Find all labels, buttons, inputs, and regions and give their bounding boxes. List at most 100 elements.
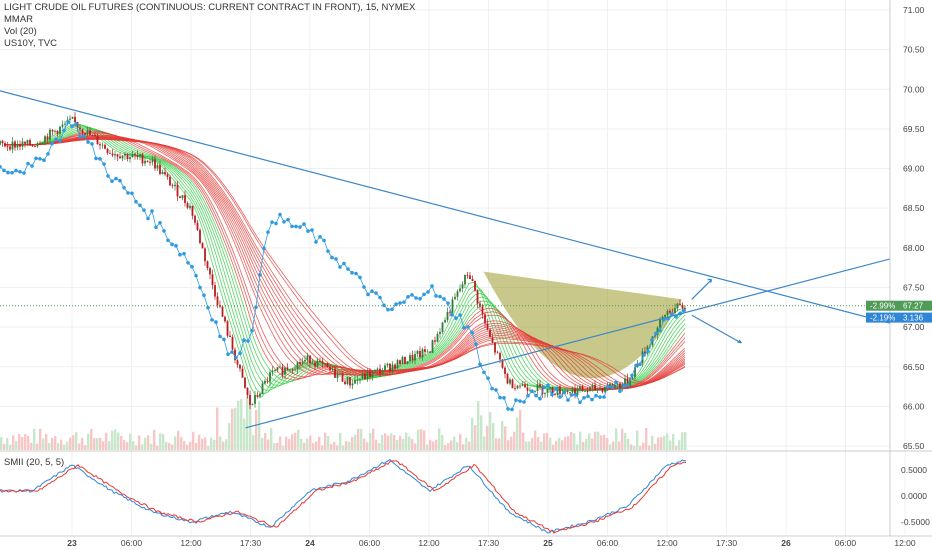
volume-bar [195, 443, 198, 450]
price-tick-label: 65.50 [903, 441, 925, 451]
candle [279, 366, 281, 368]
legend-us10y[interactable]: US10Y, TVC [4, 38, 57, 49]
candle [604, 386, 606, 392]
candle [204, 248, 206, 262]
volume-bar [525, 441, 528, 450]
volume-bar [303, 442, 306, 450]
volume-bar [174, 436, 177, 450]
candle [346, 377, 349, 384]
candle [521, 384, 524, 386]
volume-bar [351, 437, 354, 450]
candle [56, 130, 59, 134]
candle [616, 383, 619, 386]
arrow-up [691, 278, 713, 300]
volume-bar [615, 428, 618, 450]
volume-bar [645, 428, 648, 450]
price-tick-label: 70.50 [903, 45, 925, 55]
volume-bar [345, 440, 348, 450]
volume-bar [663, 435, 666, 450]
candle [224, 316, 226, 322]
candle [439, 331, 441, 334]
candle [229, 335, 231, 337]
volume-bar [681, 432, 684, 450]
volume-bar [171, 444, 174, 450]
candle [326, 363, 329, 368]
volume-bar [273, 443, 276, 450]
volume-bar [558, 437, 561, 450]
price-axis: 71.00 70.50 70.00 69.50 69.00 68.50 68.00 67.50… [903, 5, 925, 451]
candle [579, 386, 581, 390]
candle [526, 387, 529, 391]
volume-bar [423, 430, 426, 450]
candle [609, 383, 611, 389]
candle [96, 136, 99, 145]
volume-bar [444, 445, 447, 450]
volume-bar [336, 445, 339, 450]
volume-bar [435, 439, 438, 450]
volume-bar [528, 441, 531, 450]
candle [16, 144, 19, 148]
candle [571, 388, 574, 393]
volume-bar [318, 436, 321, 450]
volume-bar [588, 433, 591, 450]
candle [624, 378, 626, 385]
volume-bar [441, 434, 444, 450]
candle [596, 389, 599, 391]
candle [559, 386, 561, 394]
candle [586, 391, 589, 392]
candle [289, 369, 291, 371]
volume-bar [240, 399, 243, 450]
volume-bar [405, 432, 408, 450]
time-tick-label: 06:00 [359, 538, 381, 548]
candle [144, 160, 146, 164]
volume-bar [144, 437, 147, 450]
legend-symbol-title[interactable]: LIGHT CRUDE OIL FUTURES (CONTINUOUS: CUR… [4, 2, 416, 13]
us10y-line [0, 121, 685, 410]
candle [426, 351, 429, 353]
time-tick-label: 23 [67, 538, 77, 548]
candle [406, 361, 409, 364]
candle [21, 141, 24, 147]
volume-bar [513, 431, 516, 450]
volume-bar [66, 441, 69, 450]
legend-mmar[interactable]: MMAR [4, 14, 34, 25]
candle [339, 373, 341, 375]
candle [156, 165, 159, 169]
price-badge-bg [866, 300, 932, 311]
candle [199, 229, 201, 243]
us10y-overlay [0, 120, 686, 412]
smii-legend[interactable]: SMII (20, 5, 5) [4, 457, 65, 468]
candle [114, 154, 116, 156]
candle [186, 202, 189, 208]
candle [481, 306, 484, 315]
candle [254, 395, 256, 404]
volume-bar [363, 438, 366, 450]
candle [486, 323, 489, 330]
volume-bar [483, 436, 486, 450]
candle [161, 172, 164, 175]
volume-bar [9, 444, 12, 450]
candle [394, 364, 396, 369]
candle [84, 133, 86, 135]
candle [181, 195, 184, 199]
volume-bar [93, 438, 96, 450]
volume-bar [465, 437, 468, 450]
smii-tick-label: -0.5000 [901, 517, 930, 527]
candle [179, 196, 181, 199]
volume-bar [489, 412, 492, 450]
volume-bar [27, 435, 30, 450]
candle [79, 127, 81, 130]
candle [441, 322, 444, 332]
candle [416, 351, 419, 354]
candle [149, 161, 151, 163]
candle [356, 379, 359, 381]
candle [519, 385, 521, 387]
candle [14, 141, 16, 148]
candle [86, 130, 89, 135]
candle [0, 141, 1, 145]
candle [239, 364, 241, 369]
candle [6, 146, 9, 148]
volume-bar [495, 438, 498, 450]
volume-bar [30, 442, 33, 450]
legend-volume[interactable]: Vol (20) [4, 26, 37, 37]
